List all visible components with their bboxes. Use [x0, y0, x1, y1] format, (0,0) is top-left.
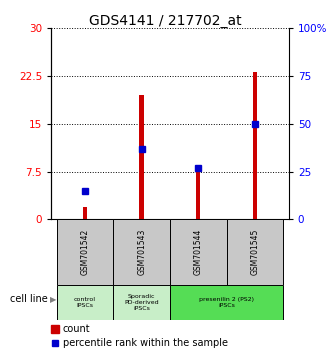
Text: ▶: ▶: [50, 295, 56, 304]
Text: GSM701545: GSM701545: [250, 229, 259, 275]
Bar: [196, 172, 201, 219]
Bar: [252, 72, 257, 219]
Bar: [114, 285, 170, 320]
Bar: [170, 219, 226, 285]
Text: control
IPSCs: control IPSCs: [74, 297, 96, 308]
Bar: [139, 95, 144, 219]
Text: GDS4141 / 217702_at: GDS4141 / 217702_at: [89, 14, 241, 28]
Bar: [226, 219, 283, 285]
Bar: [83, 207, 87, 219]
Text: presenilin 2 (PS2)
iPSCs: presenilin 2 (PS2) iPSCs: [199, 297, 254, 308]
Bar: [170, 285, 283, 320]
Text: count: count: [63, 324, 90, 334]
Text: percentile rank within the sample: percentile rank within the sample: [63, 338, 228, 348]
Text: GSM701543: GSM701543: [137, 229, 146, 275]
Text: GSM701544: GSM701544: [194, 229, 203, 275]
Text: cell line: cell line: [10, 294, 48, 304]
Text: GSM701542: GSM701542: [81, 229, 89, 275]
Bar: [114, 219, 170, 285]
Text: Sporadic
PD-derived
iPSCs: Sporadic PD-derived iPSCs: [124, 295, 159, 311]
Bar: [57, 219, 114, 285]
Bar: [57, 285, 114, 320]
